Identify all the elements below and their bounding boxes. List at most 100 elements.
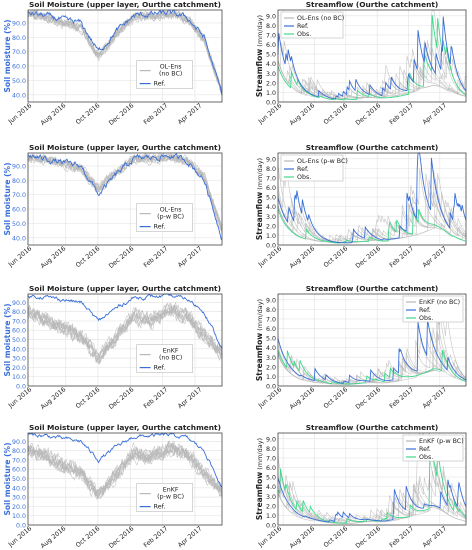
- legend-label-ens: OL-Ens (no BC): [159, 64, 182, 78]
- y-tick-label: 8.0: [266, 446, 276, 453]
- x-tick-label: Feb 2017: [388, 525, 415, 549]
- x-tick-label: Oct 2016: [75, 102, 102, 126]
- panel-title: Soil Moisture (upper layer, Ourthe catch…: [29, 284, 221, 293]
- y-tick-label: 3.0: [266, 214, 276, 221]
- y-tick-label: 7.0: [266, 455, 276, 462]
- legend-label-ens: EnKF (p-w BC): [419, 438, 464, 445]
- y-tick-label: 5.0: [266, 475, 276, 482]
- panel-sf-ol-nobc: Streamflow (Ourthe catchment) 0.0 1.0 2.0 3.…: [255, 0, 467, 127]
- y-axis-label-unit: (mm/day): [256, 438, 264, 470]
- panel-title: Streamflow (Ourthe catchment): [306, 423, 439, 432]
- panel-sm-ol-nobc: Soil Moisture (upper layer, Ourthe catch…: [3, 0, 223, 127]
- panel-sm-ol-pwbc: Soil Moisture (upper layer, Ourthe catch…: [3, 143, 223, 270]
- y-tick-label: 9.0: [266, 297, 276, 304]
- obs-line: [277, 208, 467, 244]
- obs-line: [277, 350, 467, 385]
- y-tick-label: 30.0: [12, 356, 26, 363]
- ensemble-line: [277, 40, 467, 100]
- legend-label-obs: Obs.: [419, 454, 433, 461]
- y-axis-label: Soil moisture (%): [3, 303, 12, 376]
- panel-sm-enkf-pwbc: Soil Moisture (upper layer, Ourthe catch…: [3, 423, 223, 550]
- y-tick-label: 0.0: [266, 523, 276, 530]
- ensemble-line: [277, 338, 467, 385]
- obs-line: [277, 15, 467, 101]
- y-tick-label: 50.0: [12, 78, 26, 85]
- y-tick-label: 8.0: [266, 23, 276, 30]
- ref-line: [277, 152, 467, 244]
- x-tick-label: Dec 2016: [355, 102, 383, 127]
- y-tick-label: 7.0: [266, 175, 276, 182]
- y-tick-label: 70.0: [12, 192, 26, 199]
- x-tick-label: Feb 2017: [143, 102, 170, 126]
- y-tick-label: 40.0: [12, 235, 26, 242]
- legend-label-ref: Ref.: [419, 307, 431, 314]
- legend-label-ref: Ref.: [154, 81, 166, 88]
- y-tick-label: 10.0: [12, 513, 26, 520]
- axes-frame: [277, 293, 467, 387]
- y-tick-label: 3.0: [266, 355, 276, 362]
- y-tick-label: 40.0: [12, 485, 26, 492]
- y-tick-label: 0.0: [266, 384, 276, 391]
- ensemble-line: [27, 302, 223, 359]
- panel-sf-enkf-nobc: Streamflow (Ourthe catchment) 0.0 1.0 2.0 3.…: [255, 284, 467, 411]
- legend-label-ens: EnKF (no BC): [159, 348, 182, 362]
- legend: OL-Ens (no BC) Ref.: [136, 60, 193, 89]
- y-tick-label: 3.0: [266, 71, 276, 78]
- x-tick-label: Apr 2017: [422, 245, 449, 269]
- panel-title: Soil Moisture (upper layer, Ourthe catch…: [29, 143, 221, 152]
- x-tick-label: Apr 2017: [422, 386, 449, 410]
- y-tick-label: 90.0: [12, 300, 26, 307]
- ensemble-line: [277, 481, 467, 523]
- x-tick-label: Aug 2016: [289, 386, 317, 411]
- y-tick-label: 50.0: [12, 221, 26, 228]
- y-axis-label: Streamflow (mm/day): [255, 299, 264, 381]
- y-axis-label: Streamflow (mm/day): [255, 15, 264, 97]
- x-tick-label: Apr 2017: [422, 102, 449, 126]
- y-tick-label: 9.0: [266, 436, 276, 443]
- y-tick-label: 0.0: [266, 100, 276, 107]
- y-tick-label: 9.0: [266, 156, 276, 163]
- y-tick-label: 80.0: [12, 178, 26, 185]
- legend-label-ref: Ref.: [154, 224, 166, 231]
- y-tick-label: 5.0: [266, 195, 276, 202]
- y-axis-label: Streamflow (mm/day): [255, 438, 264, 520]
- y-axis-label-unit: (mm/day): [256, 158, 264, 190]
- legend: EnKF (no BC) Ref.: [136, 344, 193, 373]
- legend-label-ref: Ref.: [297, 166, 309, 173]
- x-tick-label: Apr 2017: [177, 386, 204, 410]
- y-axis-label-main: Streamflow: [255, 472, 264, 520]
- panel-title: Streamflow (Ourthe catchment): [306, 143, 439, 152]
- y-tick-label: 20.0: [12, 504, 26, 511]
- x-tick-label: Aug 2016: [40, 525, 68, 550]
- y-tick-label: 0.0: [266, 243, 276, 250]
- x-tick-label: Dec 2016: [355, 245, 383, 270]
- ensemble-line: [27, 9, 223, 91]
- y-tick-label: 0.0: [16, 523, 26, 530]
- y-tick-label: 4.0: [266, 345, 276, 352]
- panel-sf-enkf-pwbc: Streamflow (Ourthe catchment) 0.0 1.0 2.0 3.…: [255, 423, 467, 550]
- y-tick-label: 90.0: [12, 20, 26, 27]
- ensemble-line: [27, 442, 223, 496]
- y-axis-label-unit: (mm/day): [256, 299, 264, 331]
- y-tick-label: 5.0: [266, 336, 276, 343]
- y-tick-label: 3.0: [266, 494, 276, 501]
- y-tick-label: 70.0: [12, 457, 26, 464]
- legend-label-obs: Obs.: [297, 31, 311, 38]
- panel-title: Streamflow (Ourthe catchment): [306, 284, 439, 293]
- x-tick-label: Jun 2016: [7, 102, 34, 126]
- y-axis-label-main: Streamflow: [255, 49, 264, 97]
- y-tick-label: 20.0: [12, 365, 26, 372]
- y-tick-label: 4.0: [266, 61, 276, 68]
- y-tick-label: 2.0: [266, 223, 276, 230]
- legend: OL-Ens (p-w BC) Ref.: [136, 203, 193, 232]
- x-tick-label: Feb 2017: [143, 525, 170, 549]
- x-tick-label: Aug 2016: [289, 102, 317, 127]
- x-tick-label: Oct 2016: [323, 102, 350, 126]
- axes-frame: [277, 432, 467, 526]
- y-tick-label: 0.0: [16, 384, 26, 391]
- y-tick-label: 4.0: [266, 204, 276, 211]
- y-tick-label: 50.0: [12, 337, 26, 344]
- axes-frame: [277, 9, 467, 103]
- x-tick-label: Feb 2017: [143, 245, 170, 269]
